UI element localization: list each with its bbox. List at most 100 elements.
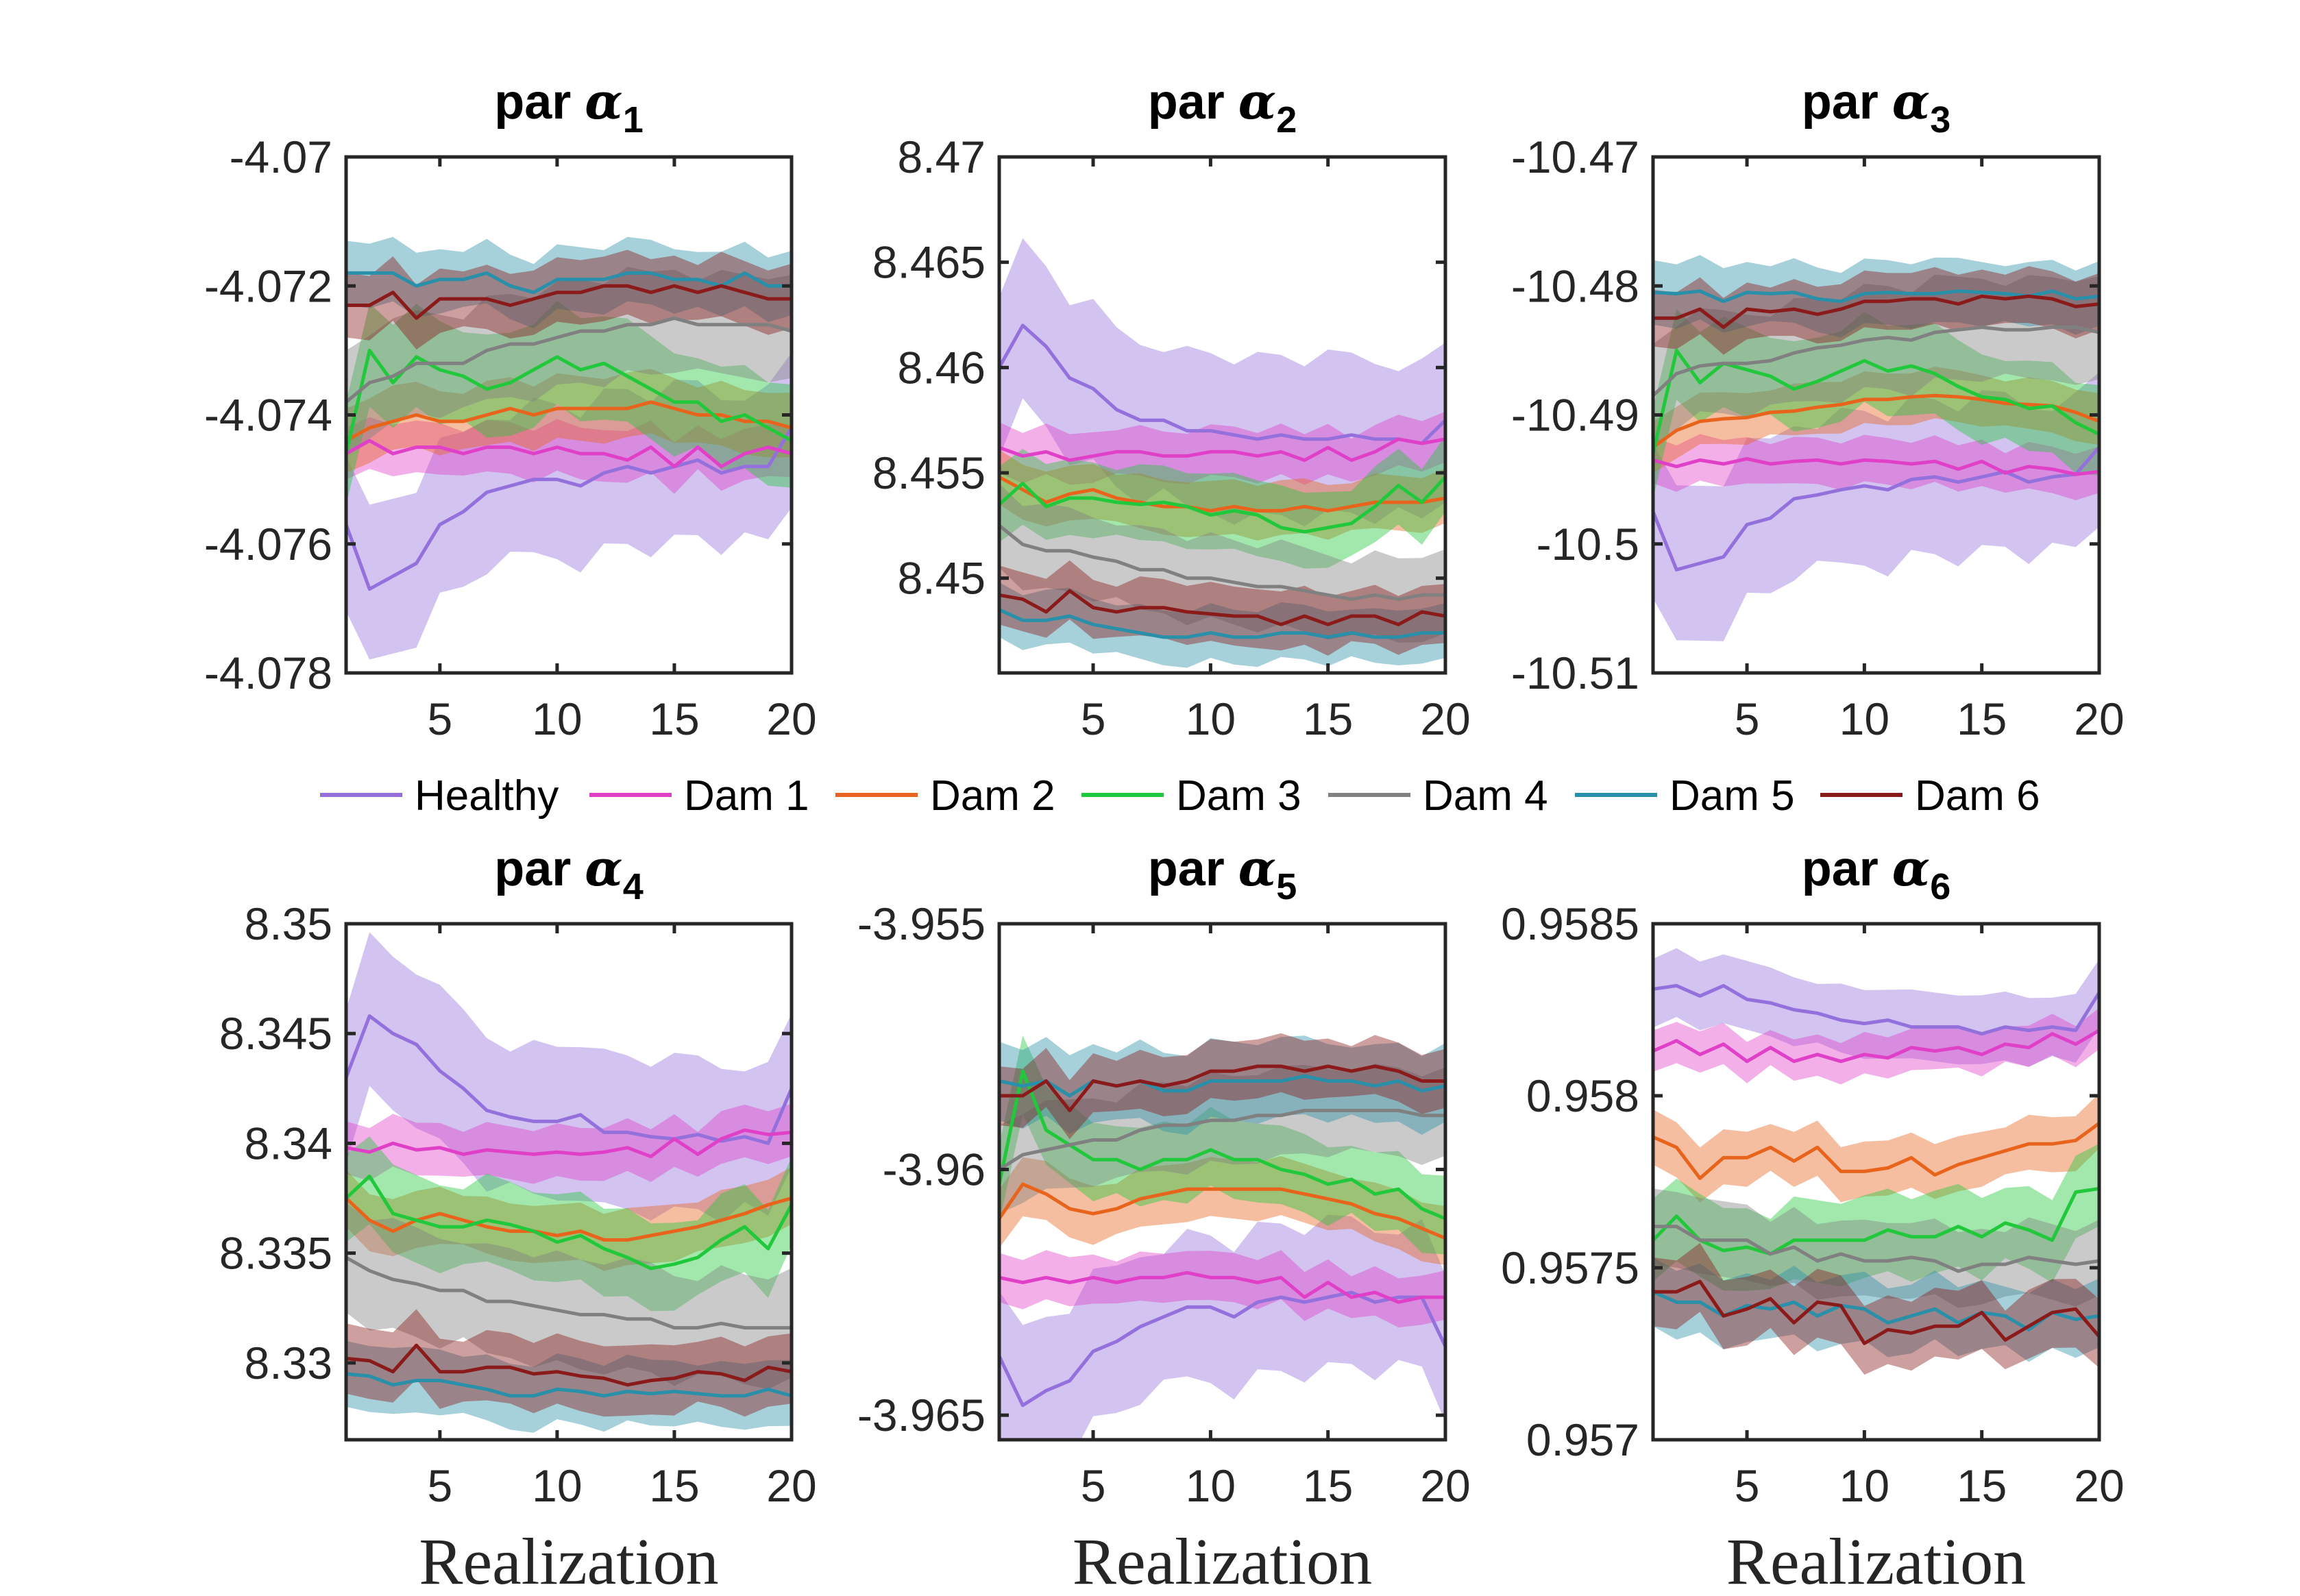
band-healthy: [346, 932, 792, 1223]
line-healthy: [1653, 445, 2099, 572]
band-dam-2: [1653, 367, 2099, 474]
legend-label: Dam 4: [1423, 772, 1548, 820]
y-tick-label: 0.9585: [1501, 898, 1639, 949]
axes-box: [344, 922, 794, 1442]
panel-title-subscript: 3: [1930, 99, 1950, 140]
line-dam-6: [999, 589, 1445, 626]
x-tick-label: 15: [1957, 693, 2007, 744]
panel-title: par α1: [494, 72, 644, 140]
band-dam-3: [999, 435, 1445, 569]
legend-item-healthy: Healthy: [320, 772, 559, 820]
panels: -4.078-4.076-4.074-4.072-4.075 10 15 20par …: [204, 72, 2125, 1596]
y-tick-label: 8.45: [898, 553, 986, 604]
x-tick-label: 15: [1957, 1460, 2007, 1511]
plot-area: [1653, 948, 2099, 1375]
line-dam-1: [346, 439, 792, 469]
panel-title: par α6: [1802, 839, 1951, 907]
line-dam-3: [999, 476, 1445, 534]
line-dam-2: [999, 475, 1445, 513]
line-healthy: [346, 427, 792, 591]
legend-label: Healthy: [415, 772, 559, 820]
band-dam-6: [999, 1033, 1445, 1140]
panel-title-prefix: par: [1148, 75, 1238, 130]
panel-title-prefix: par: [494, 842, 585, 896]
y-tick-label: 8.335: [219, 1228, 332, 1279]
line-dam-5: [999, 608, 1445, 639]
x-axis-label: Realization: [419, 1525, 718, 1596]
band-dam-1: [1653, 1007, 2099, 1085]
legend-label: Dam 3: [1176, 772, 1301, 820]
legend-label: Dam 1: [684, 772, 809, 820]
plot-area: [346, 932, 792, 1433]
band-dam-6: [999, 560, 1445, 656]
x-tick-label: 5: [1735, 1460, 1760, 1511]
band-healthy: [1653, 372, 2099, 641]
y-tick-label: 8.455: [872, 447, 986, 498]
band-healthy: [346, 352, 792, 660]
line-dam-3: [1653, 1187, 2099, 1256]
y-tick-label: -10.48: [1511, 260, 1639, 311]
y-tick-label: 8.33: [245, 1338, 332, 1388]
line-dam-1: [346, 1128, 792, 1159]
x-tick-label: 10: [532, 1460, 582, 1511]
line-dam-6: [999, 1064, 1445, 1112]
x-tick-label: 10: [1839, 1460, 1889, 1511]
panel-title-greek: α: [1892, 839, 1930, 897]
x-tick-label: 20: [766, 1460, 816, 1511]
line-dam-5: [346, 1372, 792, 1398]
line-dam-2: [999, 1182, 1445, 1240]
x-tick-label: 20: [766, 693, 816, 744]
line-dam-6: [346, 1343, 792, 1387]
band-dam-2: [999, 450, 1445, 541]
y-tick-label: -3.955: [857, 898, 986, 949]
panel-title-greek: α: [585, 839, 622, 897]
y-tick-label: -4.074: [204, 390, 332, 441]
plot-area: [346, 236, 792, 660]
band-dam-3: [1653, 309, 2099, 499]
line-dam-4: [346, 1255, 792, 1330]
band-dam-5: [346, 236, 792, 329]
x-tick-label: 10: [1186, 693, 1236, 744]
legend-item-dam-4: Dam 4: [1328, 772, 1548, 820]
panel-title: par α5: [1148, 839, 1297, 907]
band-dam-3: [346, 300, 792, 506]
panel-title: par α4: [494, 839, 644, 907]
line-healthy: [1653, 983, 2099, 1036]
line-dam-5: [999, 1074, 1445, 1098]
y-tick-label: 0.957: [1526, 1414, 1639, 1465]
line-dam-1: [1653, 1029, 2099, 1064]
line-dam-2: [346, 1196, 792, 1242]
panel-title-greek: α: [1892, 72, 1930, 130]
panel-title: par α3: [1802, 72, 1951, 140]
y-tick-label: 8.46: [898, 342, 986, 393]
x-tick-label: 5: [1081, 693, 1106, 744]
axes-box: [997, 922, 1447, 1442]
panel-6: 0.957 0.9575 0.958 0.9585 5 10 15 20 par α6 Reali…: [1501, 839, 2125, 1596]
legend-label: Dam 6: [1915, 772, 2040, 820]
panel-title-prefix: par: [1148, 842, 1238, 896]
plot-area: [1653, 255, 2099, 641]
panel-title-subscript: 2: [1276, 99, 1297, 140]
band-dam-2: [1653, 1093, 2099, 1203]
legend: Healthy Dam 1 Dam 2 Dam 3 Dam 4 Dam 5 Dam 6: [320, 772, 2040, 820]
y-tick-label: 0.958: [1526, 1070, 1639, 1121]
band-dam-5: [1653, 255, 2099, 338]
y-tick-label: -10.49: [1511, 390, 1639, 441]
legend-item-dam-3: Dam 3: [1081, 772, 1301, 820]
y-tick-label: 8.47: [898, 132, 986, 182]
panel-title-prefix: par: [1802, 75, 1892, 130]
line-dam-3: [999, 1069, 1445, 1220]
x-tick-label: 20: [1420, 1460, 1470, 1511]
band-dam-2: [346, 369, 792, 474]
line-dam-2: [1653, 1122, 2099, 1180]
x-tick-label: 5: [1081, 1460, 1106, 1511]
legend-item-dam-1: Dam 1: [589, 772, 809, 820]
panel-title: par α2: [1148, 72, 1297, 140]
band-healthy: [1653, 948, 2099, 1067]
y-tick-label: -10.5: [1537, 519, 1639, 569]
y-tick-label: 8.35: [245, 898, 332, 949]
y-tick-label: 0.9575: [1501, 1242, 1639, 1293]
x-tick-label: 5: [427, 1460, 452, 1511]
panel-3: -10.51 -10.5 -10.49 -10.48 -10.47 5 10 15 20 par …: [1511, 72, 2125, 744]
